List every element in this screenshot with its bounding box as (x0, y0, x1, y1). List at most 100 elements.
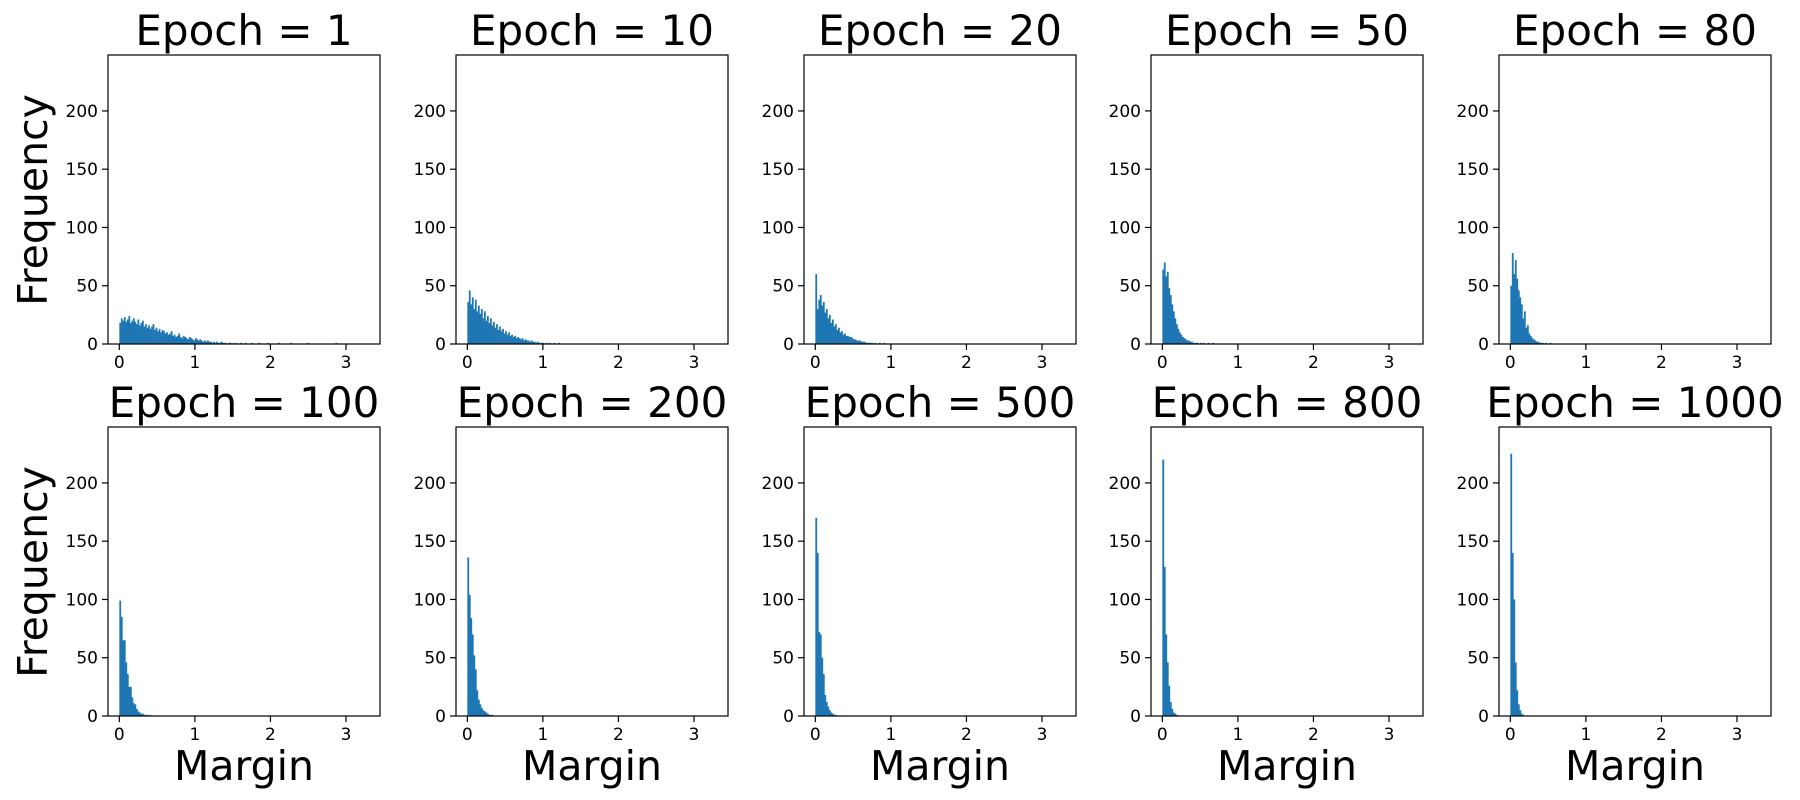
histogram-bar (120, 616, 123, 716)
histogram-panel: Epoch = 500 0 1 2 3 0 50 100 150 200 Margin (762, 378, 1077, 790)
y-tick-label: 0 (783, 707, 794, 727)
plot-frame (803, 54, 1077, 345)
histogram-bar (841, 331, 843, 344)
y-tick-label: 100 (762, 590, 794, 610)
histogram-bar (503, 333, 506, 344)
histogram-bars (1162, 262, 1215, 344)
histogram-bar (129, 686, 132, 716)
y-tick-label: 100 (1457, 590, 1489, 610)
panel-title: Epoch = 20 (818, 6, 1062, 55)
histogram-bar (184, 337, 187, 344)
histogram-bar (830, 323, 833, 344)
histogram-bar (175, 337, 178, 344)
histogram-bar (471, 634, 474, 716)
histogram-bar (188, 337, 191, 344)
histogram-bar (822, 302, 825, 344)
y-tick-label: 0 (1130, 335, 1141, 355)
histogram-bar (128, 316, 131, 344)
histogram-bar (486, 316, 489, 344)
histogram-bar (128, 686, 131, 716)
histogram-bar (1531, 338, 1534, 344)
histogram-bars (1510, 253, 1552, 344)
histogram-bar (488, 323, 491, 344)
x-tick-label: 1 (1580, 725, 1591, 745)
histogram-bar (167, 334, 170, 344)
histogram-bar (467, 302, 470, 344)
histogram-bar (470, 304, 473, 344)
y-tick-label: 50 (76, 277, 98, 297)
plot-frame (1150, 54, 1424, 345)
y-tick-label: 0 (783, 335, 794, 355)
histogram-bar (1513, 274, 1516, 344)
plot-frame (1150, 426, 1424, 717)
y-tick-label: 150 (1457, 532, 1489, 552)
histogram-bar (471, 297, 474, 344)
histogram-bar (1537, 341, 1540, 344)
histogram-bar (1163, 566, 1166, 716)
histogram-bar (482, 318, 485, 344)
y-tick-label: 50 (424, 649, 446, 669)
histogram-bar (1185, 339, 1187, 344)
histogram-bar (134, 321, 137, 344)
histogram-bar (479, 704, 482, 716)
histogram-bar (502, 328, 504, 344)
histogram-bar (827, 706, 830, 716)
y-tick-label: 100 (1457, 218, 1489, 238)
x-tick-label: 3 (341, 353, 352, 373)
histogram-bar (122, 640, 125, 716)
histogram-panel: Epoch = 200 0 1 2 3 0 50 100 150 200 Margin (414, 378, 729, 790)
y-tick-label: 100 (762, 218, 794, 238)
histogram-bar (1529, 335, 1532, 344)
histogram-bar (210, 341, 212, 344)
x-tick-label: 3 (1037, 725, 1048, 745)
histogram-bar (213, 341, 215, 344)
histogram-bar (179, 337, 182, 344)
histogram-bar (220, 341, 223, 344)
histogram-bar (476, 690, 479, 716)
y-tick-label: 100 (414, 218, 446, 238)
x-tick-label: 3 (1384, 353, 1395, 373)
histogram-bar (468, 290, 471, 344)
histogram-bar (158, 328, 161, 344)
y-tick-label: 150 (1109, 532, 1141, 552)
x-tick-label: 1 (1232, 725, 1243, 745)
x-tick-label: 0 (1505, 725, 1516, 745)
x-tick-label: 3 (689, 725, 700, 745)
x-tick-label: 0 (810, 353, 821, 373)
histogram-bar (834, 324, 837, 344)
x-tick-label: 0 (810, 725, 821, 745)
histogram-bar (860, 341, 863, 344)
y-tick-label: 50 (424, 277, 446, 297)
histogram-bar (842, 334, 845, 344)
histogram-bar (1514, 260, 1517, 344)
y-tick-label: 0 (87, 707, 98, 727)
histogram-bar (818, 299, 821, 344)
histogram-bar (509, 335, 512, 344)
histogram-bar (490, 318, 492, 344)
histogram-bar (125, 662, 128, 716)
histogram-bar (208, 341, 211, 344)
x-tick-label: 1 (885, 725, 896, 745)
histogram-bar (514, 335, 516, 344)
histogram-bar (132, 318, 135, 344)
y-tick-label: 150 (1109, 160, 1141, 180)
y-tick-label: 50 (772, 277, 794, 297)
histogram-bar (1534, 340, 1537, 344)
histogram-bars (467, 557, 494, 716)
histogram-bar (216, 341, 218, 344)
histogram-bar (856, 340, 858, 344)
y-tick-label: 200 (1109, 474, 1141, 494)
plot-frame (803, 426, 1077, 717)
histogram-bars (815, 517, 837, 716)
histogram-bar (1517, 704, 1520, 716)
histogram-panel: Epoch = 1000 0 1 2 3 0 50 100 150 200 Margin (1457, 378, 1784, 790)
histogram-bar (1525, 327, 1528, 344)
histogram-bar (202, 341, 205, 344)
histogram-bar (1191, 341, 1193, 344)
histogram-panel: Epoch = 50 0 1 2 3 0 50 100 150 200 (1109, 6, 1424, 373)
histogram-bar (1517, 290, 1520, 344)
histogram-bar (145, 324, 147, 344)
x-tick-label: 1 (189, 725, 200, 745)
histogram-bar (831, 319, 834, 344)
